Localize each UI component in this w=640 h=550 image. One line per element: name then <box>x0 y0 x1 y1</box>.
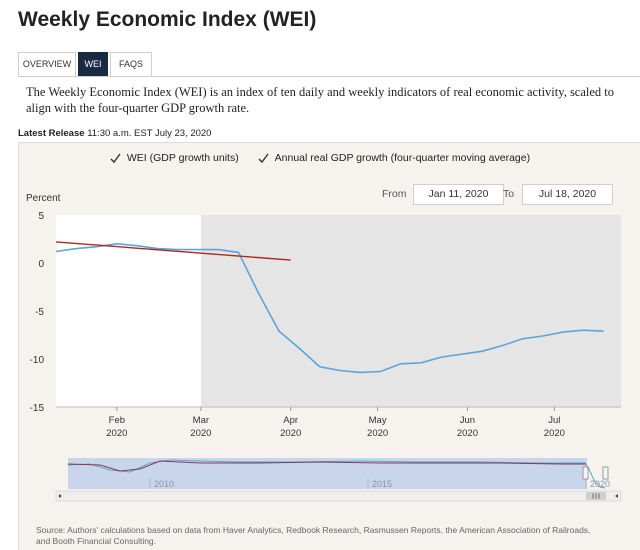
navigator-label-2015: 2015 <box>372 479 392 489</box>
legend-wei[interactable]: WEI (GDP growth units) <box>110 152 239 164</box>
legend-gdp[interactable]: Annual real GDP growth (four-quarter mov… <box>258 152 530 164</box>
checkbox-gdp[interactable] <box>258 153 269 164</box>
navigator-gdp-line <box>67 460 586 472</box>
range-to-label: To <box>503 188 515 200</box>
checkmark-icon <box>258 153 269 163</box>
range-from-label: From <box>382 188 407 200</box>
latest-release: Latest Release 11:30 a.m. EST July 23, 2… <box>18 128 211 139</box>
release-value: 11:30 a.m. EST July 23, 2020 <box>87 128 212 139</box>
navigator-tail-line <box>587 466 606 489</box>
legend-wei-label: WEI (GDP growth units) <box>126 152 239 164</box>
navigator-handle-left[interactable] <box>582 466 589 480</box>
checkmark-icon <box>110 153 121 163</box>
navigator-label-2020: 2020 <box>590 479 610 489</box>
tab-faqs[interactable]: FAQS <box>110 52 152 76</box>
scroll-left-icon[interactable] <box>59 494 62 498</box>
tab-overview[interactable]: OVERVIEW <box>18 52 76 76</box>
navigator-wei-line <box>67 459 589 473</box>
tab-wei[interactable]: WEI <box>78 52 108 76</box>
navigator-handle-right[interactable] <box>602 466 609 480</box>
release-label: Latest Release <box>18 128 85 139</box>
source-note: Source: Authors' calculations based on d… <box>36 525 591 546</box>
chart-legend: WEI (GDP growth units) Annual real GDP g… <box>0 152 640 167</box>
scroll-right-icon[interactable] <box>615 494 618 498</box>
description: The Weekly Economic Index (WEI) is an in… <box>26 85 615 115</box>
page-title: Weekly Economic Index (WEI) <box>18 8 317 31</box>
navigator-label-2010: 2010 <box>154 479 174 489</box>
navigator-scrollbar-track[interactable] <box>55 490 622 502</box>
range-from-input[interactable]: Jan 11, 2020 <box>413 184 504 205</box>
range-to-input[interactable]: Jul 18, 2020 <box>522 184 613 205</box>
legend-gdp-label: Annual real GDP growth (four-quarter mov… <box>274 152 531 164</box>
tab-bar: OVERVIEW WEI FAQS <box>18 52 640 77</box>
checkbox-wei[interactable] <box>110 153 121 164</box>
